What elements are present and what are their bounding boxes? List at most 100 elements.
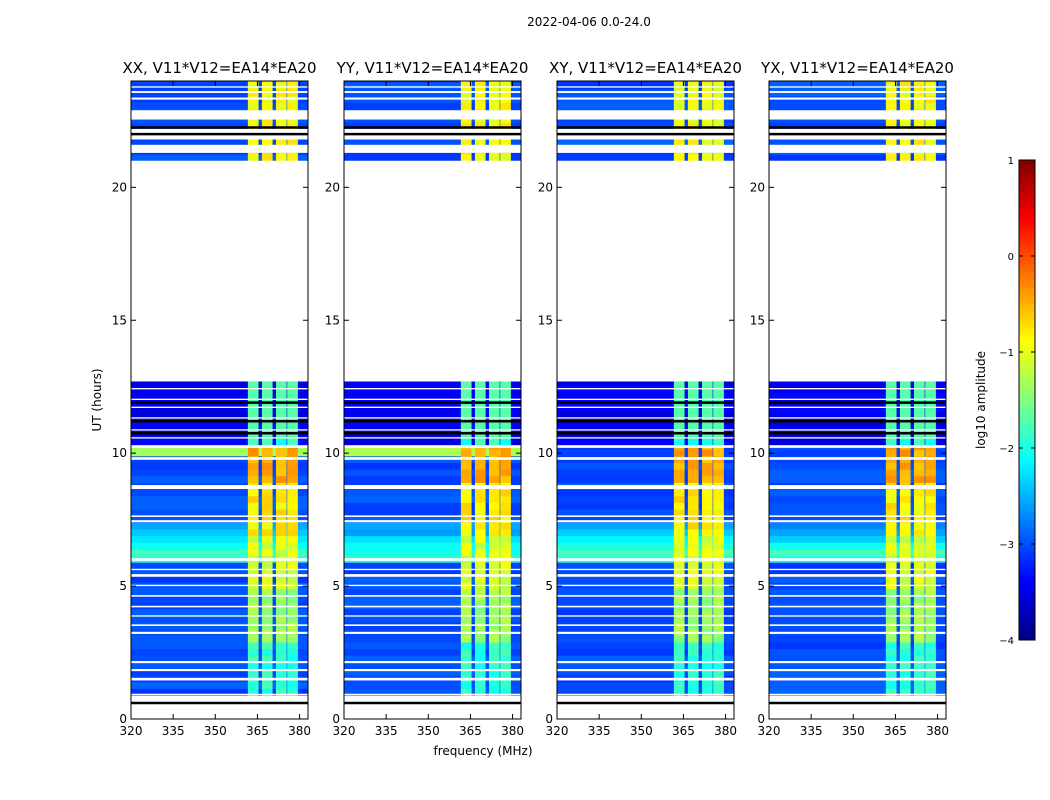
rfi-cell	[247, 542, 259, 550]
colorbar-segment	[1019, 160, 1035, 165]
rfi-cell	[885, 528, 897, 537]
rfi-cell	[261, 449, 273, 457]
rfi-cell	[460, 381, 472, 386]
rfi-cell	[261, 635, 273, 643]
rfi-cell	[474, 82, 486, 90]
heatmap-cell	[769, 602, 946, 610]
rfi-cell	[247, 411, 259, 420]
rfi-cell	[899, 489, 911, 497]
colorbar-segment	[1019, 324, 1035, 329]
rfi-cell	[913, 562, 925, 570]
rfi-cell	[913, 152, 925, 155]
rfi-cell	[460, 154, 472, 162]
rfi-cell	[687, 522, 699, 530]
rfi-cell	[287, 152, 298, 155]
heatmap-cell	[344, 515, 521, 523]
no-data-row	[557, 661, 734, 664]
rfi-cell	[687, 425, 699, 433]
rfi-cell	[261, 668, 273, 676]
y-tick-label: 15	[325, 313, 340, 327]
rfi-cell	[488, 542, 500, 550]
colorbar-segment	[1019, 180, 1035, 185]
rfi-cell	[261, 608, 273, 616]
rfi-cell	[713, 688, 724, 696]
heatmap-cell	[344, 548, 521, 557]
rfi-cell	[713, 122, 724, 130]
no-data-row	[557, 605, 734, 608]
rfi-cell	[713, 648, 724, 656]
rfi-cell	[488, 495, 500, 503]
colorbar-label: log10 amplitude	[974, 351, 988, 449]
rfi-cell	[488, 392, 500, 400]
rfi-cell	[701, 381, 713, 386]
heatmap-cell	[131, 595, 308, 603]
no-data-row	[557, 398, 734, 400]
rfi-cell	[885, 602, 897, 610]
no-data-row	[344, 429, 521, 431]
rfi-cell	[899, 81, 911, 83]
heatmap-cell	[769, 575, 946, 583]
rfi-cell	[460, 425, 472, 433]
no-data-row	[769, 429, 946, 431]
rfi-cell	[701, 82, 713, 90]
rfi-cell	[885, 425, 897, 433]
heatmap-cell	[557, 615, 734, 623]
rfi-cell	[687, 139, 699, 146]
colorbar-segment	[1019, 344, 1035, 349]
rfi-cell	[899, 462, 911, 470]
rfi-cell	[885, 475, 897, 483]
no-data-row	[557, 515, 734, 517]
rfi-cell	[247, 635, 259, 643]
rfi-cell	[474, 608, 486, 616]
rfi-cell	[899, 508, 911, 517]
rfi-cell	[701, 661, 713, 669]
rfi-cell	[713, 502, 724, 510]
rfi-cell	[913, 535, 925, 543]
no-data-row	[557, 558, 734, 561]
rfi-cell	[488, 648, 500, 656]
rfi-cell	[287, 588, 298, 596]
rfi-cell	[925, 495, 936, 503]
heatmap-cell	[344, 522, 521, 530]
colorbar-segment	[1019, 492, 1035, 497]
colorbar-segment	[1019, 248, 1035, 253]
heatmap-cell	[557, 635, 734, 643]
rfi-cell	[460, 535, 472, 543]
heatmap-cell	[769, 81, 946, 83]
colorbar-segment	[1019, 620, 1035, 625]
rfi-cell	[687, 562, 699, 570]
rfi-cell	[673, 602, 685, 610]
colorbar-segment	[1019, 376, 1035, 381]
rfi-cell	[687, 588, 699, 596]
no-data-row	[769, 574, 946, 577]
no-data-row	[557, 445, 734, 448]
rfi-cell	[474, 655, 486, 663]
rfi-cell	[899, 102, 911, 110]
rfi-cell	[261, 515, 273, 523]
rfi-cell	[885, 411, 897, 420]
rfi-cell	[474, 405, 486, 413]
heatmap-cell	[131, 449, 308, 457]
heatmap-cell	[344, 568, 521, 576]
colorbar-segment	[1019, 364, 1035, 369]
rfi-cell	[460, 655, 472, 663]
rfi-cell	[673, 139, 685, 146]
heatmap-cell	[769, 152, 946, 155]
rfi-cell	[460, 411, 472, 420]
rfi-cell	[474, 681, 486, 689]
no-data-row	[131, 398, 308, 400]
heatmap-cell	[344, 462, 521, 470]
rfi-cell	[275, 122, 287, 130]
rfi-cell	[247, 431, 259, 440]
colorbar-segment	[1019, 428, 1035, 433]
rfi-cell	[287, 438, 298, 446]
colorbar-segment	[1019, 432, 1035, 437]
no-data-row	[557, 631, 734, 634]
no-data-row	[557, 97, 734, 100]
colorbar-segment	[1019, 500, 1035, 505]
rfi-cell	[713, 588, 724, 596]
colorbar-segment	[1019, 584, 1035, 589]
rfi-cell	[474, 522, 486, 530]
colorbar-segment	[1019, 476, 1035, 481]
no-data-row	[557, 624, 734, 626]
